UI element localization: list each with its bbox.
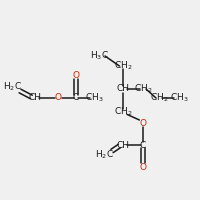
Text: CH$_2$: CH$_2$ xyxy=(150,92,168,104)
Text: CH$_3$: CH$_3$ xyxy=(170,92,188,104)
Text: CH$_2$: CH$_2$ xyxy=(114,106,132,118)
Text: CH: CH xyxy=(116,140,130,149)
Text: CH$_2$: CH$_2$ xyxy=(114,60,132,72)
Text: H$_2$C: H$_2$C xyxy=(95,149,113,161)
Text: C: C xyxy=(73,94,79,102)
Text: CH: CH xyxy=(116,84,130,93)
Text: CH$_3$: CH$_3$ xyxy=(85,92,103,104)
Text: O: O xyxy=(54,94,62,102)
Text: CH: CH xyxy=(29,94,42,102)
Text: C: C xyxy=(140,140,146,149)
Text: O: O xyxy=(140,118,146,128)
Text: H$_2$C: H$_2$C xyxy=(3,81,21,93)
Text: H$_3$C: H$_3$C xyxy=(90,50,108,62)
Text: O: O xyxy=(140,162,146,171)
Text: O: O xyxy=(72,71,80,79)
Text: CH$_2$: CH$_2$ xyxy=(134,83,152,95)
